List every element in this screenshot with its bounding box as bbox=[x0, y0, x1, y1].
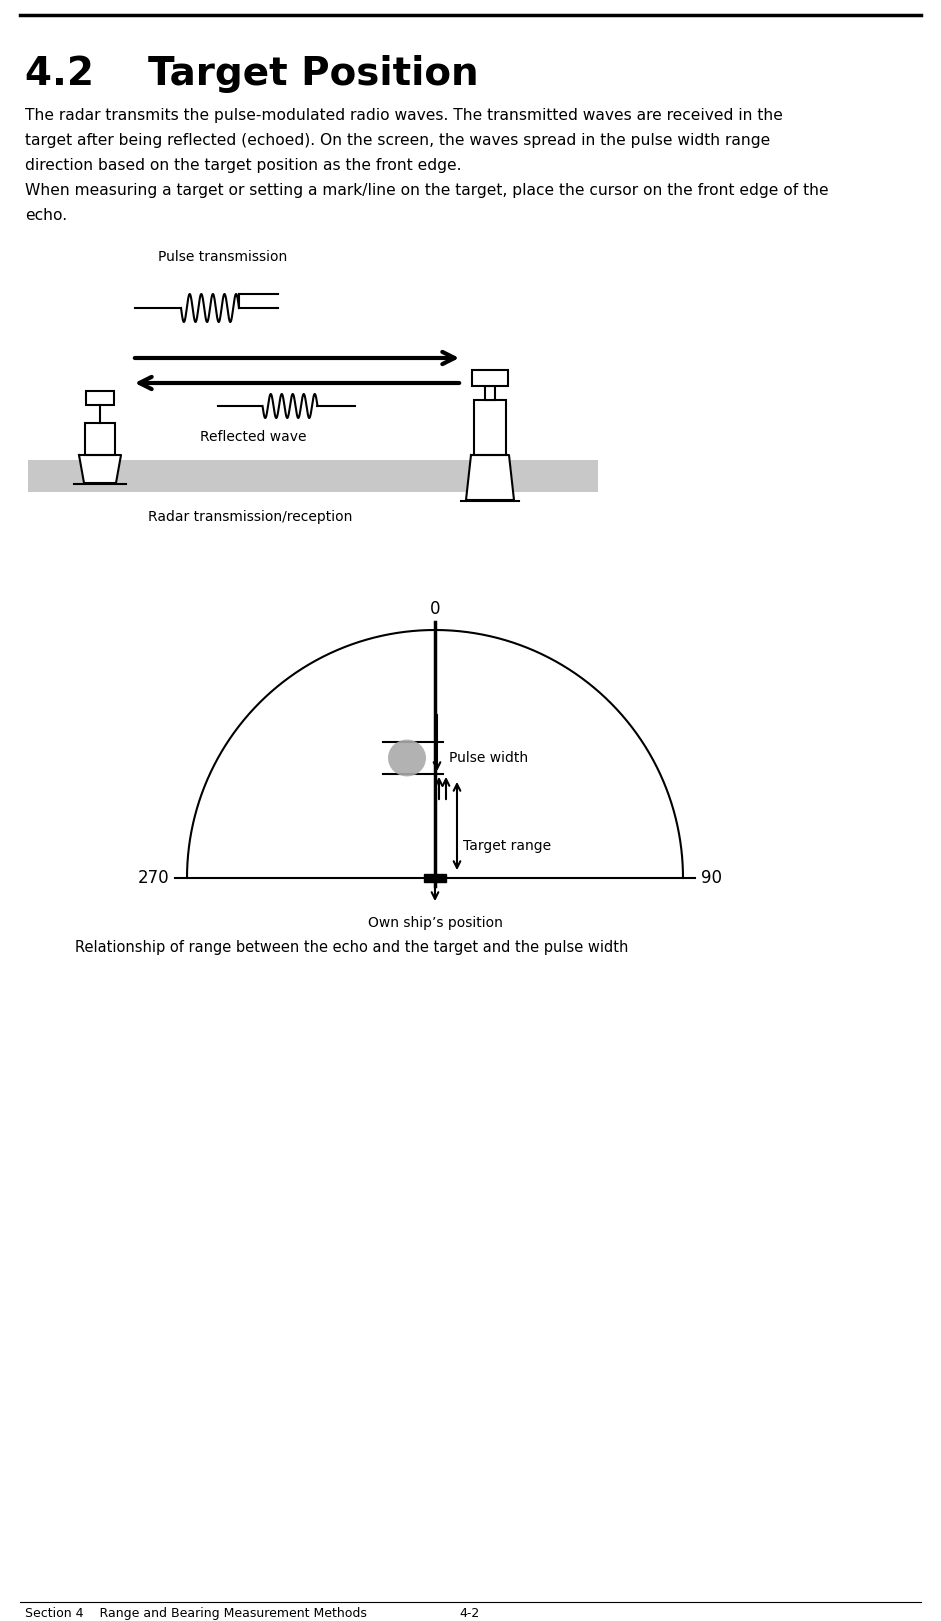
Text: Radar transmission/reception: Radar transmission/reception bbox=[148, 511, 352, 524]
Text: Own ship’s position: Own ship’s position bbox=[368, 916, 502, 930]
Text: 90: 90 bbox=[701, 869, 722, 887]
Text: Relationship of range between the echo and the target and the pulse width: Relationship of range between the echo a… bbox=[75, 940, 629, 955]
Bar bbox=[28, 460, 598, 493]
Bar bbox=[472, 370, 508, 386]
Text: Pulse width: Pulse width bbox=[449, 751, 528, 765]
Polygon shape bbox=[79, 456, 121, 483]
Text: 4.2    Target Position: 4.2 Target Position bbox=[25, 55, 479, 92]
Text: Section 4    Range and Bearing Measurement Methods: Section 4 Range and Bearing Measurement … bbox=[25, 1606, 367, 1619]
Ellipse shape bbox=[388, 739, 426, 776]
Bar bbox=[85, 423, 115, 456]
Text: Target range: Target range bbox=[463, 840, 551, 853]
Text: When measuring a target or setting a mark/line on the target, place the cursor o: When measuring a target or setting a mar… bbox=[25, 183, 829, 198]
Bar bbox=[424, 874, 446, 882]
Text: 270: 270 bbox=[137, 869, 169, 887]
Bar bbox=[485, 386, 495, 400]
Text: 0: 0 bbox=[430, 600, 440, 618]
Text: echo.: echo. bbox=[25, 207, 67, 224]
Bar bbox=[474, 400, 506, 456]
Text: The radar transmits the pulse-modulated radio waves. The transmitted waves are r: The radar transmits the pulse-modulated … bbox=[25, 109, 783, 123]
Polygon shape bbox=[466, 456, 514, 499]
Text: direction based on the target position as the front edge.: direction based on the target position a… bbox=[25, 157, 461, 173]
Text: Pulse transmission: Pulse transmission bbox=[158, 250, 287, 264]
Text: target after being reflected (echoed). On the screen, the waves spread in the pu: target after being reflected (echoed). O… bbox=[25, 133, 771, 148]
Text: Reflected wave: Reflected wave bbox=[200, 430, 307, 444]
Bar bbox=[86, 391, 114, 405]
Text: 4-2: 4-2 bbox=[460, 1606, 480, 1619]
